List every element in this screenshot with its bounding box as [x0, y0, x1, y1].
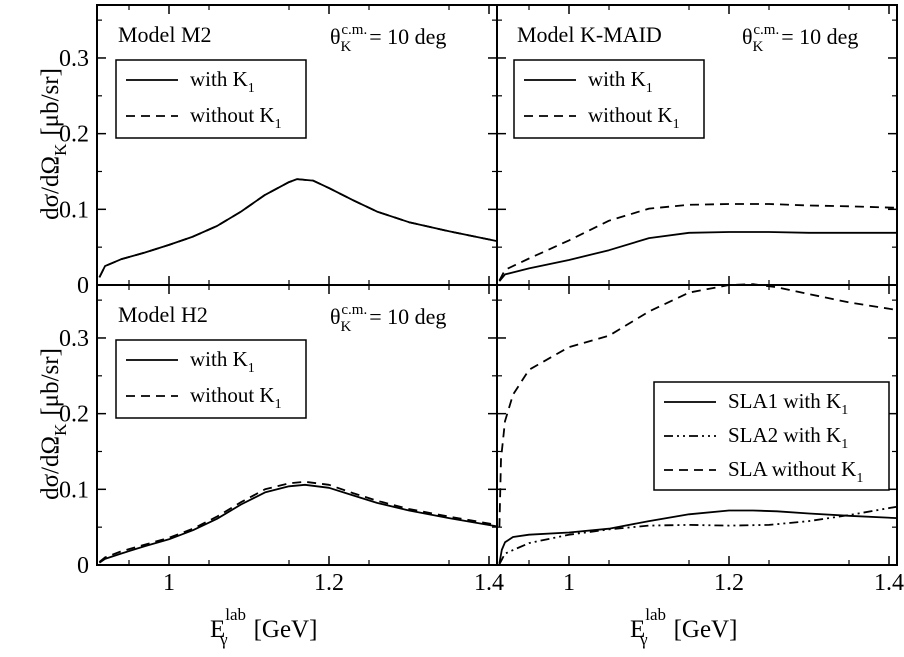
y-axis-title-unit: [μb/sr]	[37, 348, 64, 416]
series-line-solid	[98, 483, 498, 564]
y-tick-label: 0	[77, 273, 89, 299]
x-axis-title-main: E	[630, 616, 645, 643]
y-axis-title-top: dσ/dΩK [μb/sr]	[37, 68, 70, 220]
series-line-dashed	[98, 480, 498, 563]
y-axis-title-main: dσ/dΩ	[37, 436, 64, 500]
x-axis-title-unit: [GeV]	[674, 616, 738, 643]
legend-label: without K1	[588, 103, 680, 132]
y-axis-title-sub: K	[51, 423, 70, 436]
legend-label: with K1	[588, 67, 653, 96]
x-tick-label: 1	[563, 570, 575, 596]
series-line-solid	[498, 231, 897, 282]
panel-frame	[496, 284, 898, 566]
y-tick-label: 0.3	[59, 46, 89, 72]
y-tick-label: 0.2	[59, 122, 89, 148]
x-axis-title-sub: γ	[219, 630, 228, 649]
legend-label: SLA without K1	[728, 457, 863, 486]
legend-label: SLA1 with K1	[728, 389, 848, 418]
legend-box	[115, 59, 307, 139]
legend-label: without K1	[190, 383, 282, 412]
x-tick-label: 1.4	[874, 570, 904, 596]
x-tick-label: 1.2	[714, 570, 744, 596]
y-axis-title-unit: [μb/sr]	[37, 68, 64, 136]
panel-title-m2: Model M2	[118, 22, 212, 47]
x-axis-title-left: Elab γ [GeV]	[210, 605, 317, 649]
theta-annotation-h2: θKc.m.= 10 deg	[330, 302, 446, 335]
theta-annotation-m2: θKc.m.= 10 deg	[330, 22, 446, 55]
panel-frames: 0 0.1 0.2 0.3 1 1.2 1.4 0 0.1 0.2 0.3 1 1.2 1.4	[59, 4, 904, 596]
y-tick-label: 0	[77, 553, 89, 579]
panel-title-kmaid: Model K-MAID	[517, 22, 662, 47]
legend-label: with K1	[190, 67, 255, 96]
x-tick-label: 1.4	[474, 570, 504, 596]
x-tick-label: 1	[163, 570, 175, 596]
y-tick-label: 0.3	[59, 326, 89, 352]
y-tick-label: 0.2	[59, 402, 89, 428]
theta-annotation-kmaid: θKc.m.= 10 deg	[742, 22, 858, 55]
legend-label: SLA2 with K1	[728, 423, 848, 452]
series-line-solid	[98, 178, 498, 278]
legend-label: with K1	[190, 347, 255, 376]
panel-labels: Model M2 θKc.m.= 10 deg Model K-MAID θKc…	[118, 22, 858, 335]
x-axis-title-sup: lab	[225, 605, 246, 624]
series-line-dashed	[498, 203, 898, 281]
y-axis-title-main: dσ/dΩ	[37, 156, 64, 220]
y-axis-title-bottom: dσ/dΩK [μb/sr]	[37, 348, 70, 500]
legend-label: without K1	[190, 103, 282, 132]
panel-title-h2: Model H2	[118, 302, 208, 327]
series-line-dashdotdot	[498, 505, 898, 565]
x-axis-title-main: E	[210, 616, 225, 643]
x-axis-title-sub: γ	[639, 630, 648, 649]
x-axis-title-sup: lab	[645, 605, 666, 624]
series-line-dashed	[98, 178, 498, 278]
x-axis-title-right: Elab γ [GeV]	[630, 605, 737, 649]
x-tick-label: 1.2	[314, 570, 344, 596]
y-tick-label: 0.1	[59, 197, 89, 223]
legend-box	[513, 59, 705, 139]
legend-box	[115, 339, 307, 419]
y-tick-label: 0.1	[59, 477, 89, 503]
chart-marks	[98, 178, 898, 565]
y-axis-title-sub: K	[51, 143, 70, 156]
legends: with K1 without K1 with K1 without K1 with K…	[115, 59, 890, 491]
series-line-dashed	[498, 283, 898, 528]
series-line-solid	[498, 509, 898, 564]
x-axis-title-unit: [GeV]	[254, 616, 318, 643]
